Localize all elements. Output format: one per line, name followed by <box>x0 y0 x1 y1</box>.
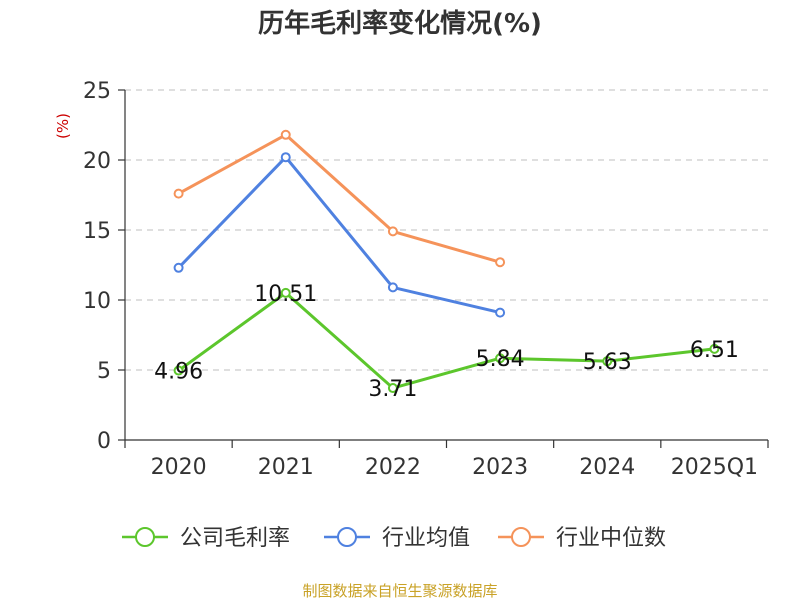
data-label-2022: 3.71 <box>368 377 417 402</box>
data-point-2-2021 <box>280 152 291 163</box>
y-tick-label-15: 15 <box>83 219 111 244</box>
y-tick-label-20: 20 <box>83 149 111 174</box>
legend-item-3[interactable]: 行业中位数 <box>498 526 666 551</box>
data-labels: 4.96 10.51 3.71 5.84 5.63 6.51 <box>154 282 739 402</box>
chart-title: 历年毛利率变化情况(%) <box>258 8 542 39</box>
x-tick-label-2021: 2021 <box>258 455 314 480</box>
data-point-1-2022 <box>387 383 398 394</box>
y-tick-label-5: 5 <box>97 359 111 384</box>
data-point-1-2023 <box>495 353 506 364</box>
y-axis-label: (%) <box>54 113 72 139</box>
x-tick-label-2022: 2022 <box>365 455 421 480</box>
legend-label-1: 公司毛利率 <box>180 526 290 551</box>
data-point-1-2021 <box>280 287 291 298</box>
source-note: 制图数据来自恒生聚源数据库 <box>302 582 497 600</box>
legend-label-2: 行业均值 <box>382 526 470 551</box>
x-tick-label-2025Q1: 2025Q1 <box>671 455 758 480</box>
data-point-2-2022 <box>387 282 398 293</box>
data-point-1-2025Q1 <box>709 343 720 354</box>
data-point-2-2020 <box>173 262 184 273</box>
data-point-1-2020 <box>173 365 184 376</box>
legend-marker-icon <box>135 527 155 547</box>
data-label-2020: 4.96 <box>154 360 203 385</box>
y-tick-label-10: 10 <box>83 289 111 314</box>
legend-marker-icon <box>337 527 357 547</box>
data-point-3-2021 <box>280 129 291 140</box>
y-tick-label-25: 25 <box>83 79 111 104</box>
series-group <box>173 129 720 394</box>
x-tick-label-2020: 2020 <box>151 455 207 480</box>
legend-marker-icon <box>511 527 531 547</box>
data-label-2025Q1: 6.51 <box>690 338 739 363</box>
data-point-1-2024 <box>602 356 613 367</box>
y-tick-label-0: 0 <box>97 429 111 454</box>
series-line-2 <box>177 155 501 315</box>
data-label-2024: 5.63 <box>583 350 632 375</box>
legend-label-3: 行业中位数 <box>556 526 666 551</box>
grid-lines <box>125 89 768 371</box>
x-tick-label-2024: 2024 <box>579 455 635 480</box>
data-point-2-2023 <box>495 307 506 318</box>
data-point-3-2023 <box>495 257 506 268</box>
data-point-3-2022 <box>387 226 398 237</box>
x-tick-label-2023: 2023 <box>472 455 528 480</box>
legend[interactable]: 公司毛利率 行业均值 行业中位数 <box>122 526 666 551</box>
legend-item-2[interactable]: 行业均值 <box>324 526 470 551</box>
axes: 0 5 10 15 20 25 2020 2021 2022 2023 2024 2025Q1 <box>83 79 769 480</box>
series-line-1 <box>177 291 715 390</box>
data-label-2021: 10.51 <box>254 282 317 307</box>
series-line-3 <box>177 133 501 264</box>
legend-item-1[interactable]: 公司毛利率 <box>122 526 290 551</box>
data-point-3-2020 <box>173 188 184 199</box>
data-label-2023: 5.84 <box>476 347 525 372</box>
